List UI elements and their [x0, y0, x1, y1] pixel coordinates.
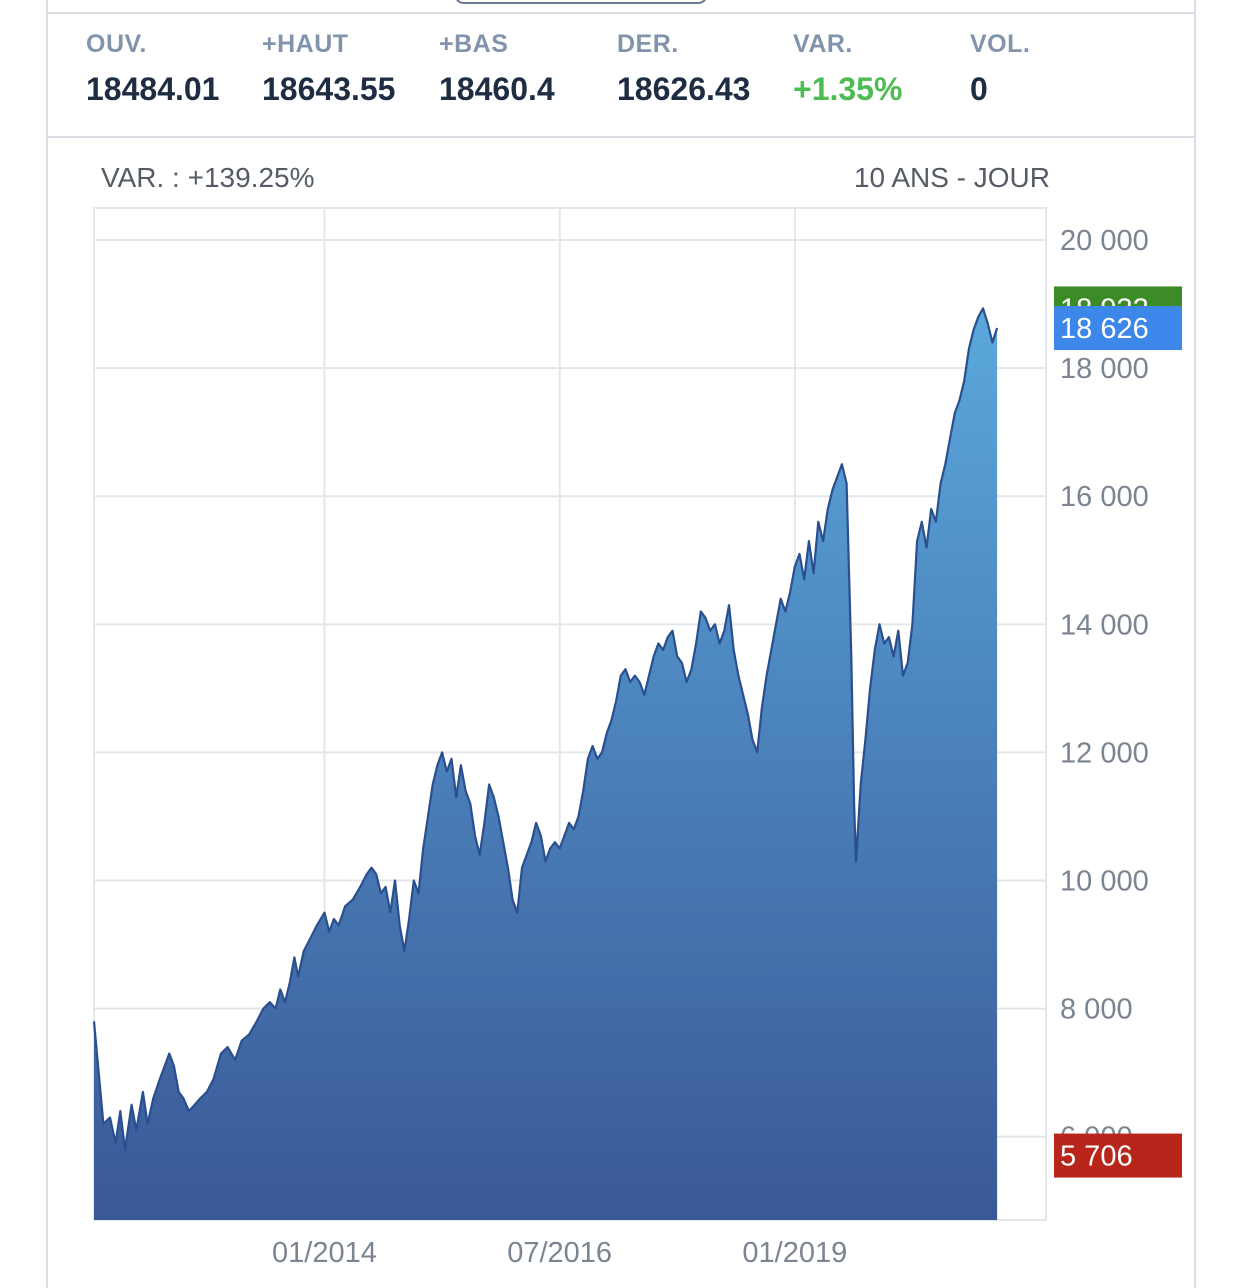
volume-cell: VOL. 0: [970, 30, 1030, 108]
tab-handle[interactable]: [454, 0, 708, 4]
last-label: DER.: [617, 30, 679, 58]
volume-label: VOL.: [970, 30, 1031, 58]
y-tick-label: 10 000: [1060, 866, 1149, 898]
open-cell: OUV. 18484.01: [86, 30, 219, 108]
last-value: 18626.43: [617, 71, 751, 107]
open-value: 18484.01: [86, 71, 220, 107]
low-cell: +BAS 18460.4: [439, 30, 555, 108]
period-selector[interactable]: 10 ANS - JOUR: [853, 162, 1050, 193]
period-change-text: VAR. : +139.25%: [101, 162, 315, 193]
open-label: OUV.: [86, 30, 147, 58]
change-value: +1.35%: [793, 71, 903, 107]
volume-value: 0: [970, 71, 988, 107]
high-label: +HAUT: [262, 30, 349, 58]
chart-area: VAR. : +139.25% 10 ANS - JOUR 6 0008 000…: [48, 140, 1194, 1288]
min-price-badge-text: 5 706: [1060, 1141, 1133, 1173]
last-cell: DER. 18626.43: [617, 30, 750, 108]
min-price-badge-bg: [1054, 1133, 1182, 1178]
x-tick-label: 07/2016: [507, 1237, 612, 1269]
last-price-badge-text: 18 626: [1060, 313, 1149, 345]
low-value: 18460.4: [439, 71, 555, 107]
x-tick-label: 01/2014: [272, 1237, 377, 1269]
change-label: VAR.: [793, 30, 853, 58]
high-value: 18643.55: [262, 71, 396, 107]
y-tick-label: 12 000: [1060, 737, 1149, 769]
last-price-badge-bg: [1054, 306, 1182, 351]
quote-summary-row: OUV. 18484.01 +HAUT 18643.55 +BAS 18460.…: [48, 16, 1194, 138]
quote-card: OUV. 18484.01 +HAUT 18643.55 +BAS 18460.…: [46, 0, 1196, 1288]
top-strip: [48, 0, 1194, 14]
high-cell: +HAUT 18643.55: [262, 30, 395, 108]
y-tick-label: 16 000: [1060, 481, 1149, 513]
y-tick-label: 20 000: [1060, 225, 1149, 257]
price-line: [92, 307, 999, 1151]
change-cell: VAR. +1.35%: [793, 30, 902, 108]
y-tick-label: 8 000: [1060, 994, 1133, 1026]
y-tick-label: 14 000: [1060, 609, 1149, 641]
y-tick-label: 18 000: [1060, 353, 1149, 385]
x-tick-label: 01/2019: [742, 1237, 847, 1269]
low-label: +BAS: [439, 30, 509, 58]
price-area: [94, 308, 998, 1220]
